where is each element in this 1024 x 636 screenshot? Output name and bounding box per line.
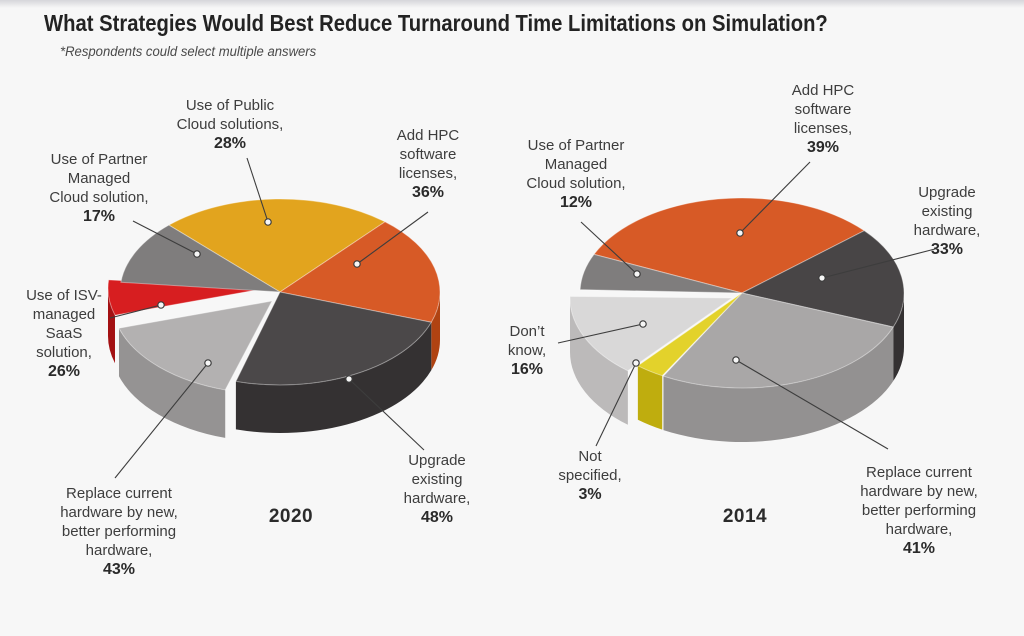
callout-dot-2020-isv-saas — [157, 301, 165, 309]
callout-dot-2014-replace-hardware — [732, 356, 740, 364]
callout-line-2020-partner-cloud — [132, 220, 198, 255]
pie-2014-slice-add-hpc — [593, 197, 866, 294]
callout-dot-2020-add-hpc — [353, 260, 361, 268]
pie-2020-slice-upgrade-hardware — [235, 291, 433, 386]
callout-line-2020-isv-saas — [109, 304, 162, 319]
pie-2014-rim-dont-know — [570, 298, 628, 425]
pie-2020-rim-add-hpc — [431, 292, 440, 371]
callout-dot-2014-partner-cloud — [633, 270, 641, 278]
pie-2020-slice-replace-hardware — [118, 300, 273, 391]
callout-line-2014-dont-know — [557, 323, 644, 344]
callout-line-2014-partner-cloud — [580, 221, 638, 275]
pie-2020-slice-public-cloud — [167, 198, 386, 293]
pie-2014-rim-not-specified — [637, 365, 663, 430]
pie-2014-slice-replace-hardware — [662, 292, 895, 389]
pie-2020-slice-add-hpc — [278, 221, 441, 323]
callout-line-2014-replace-hardware — [735, 359, 889, 450]
callout-dot-2014-upgrade-hardware — [818, 274, 826, 282]
pie-2014-rim-upgrade-hardware — [893, 293, 904, 382]
callout-dot-2020-partner-cloud — [193, 250, 201, 258]
pie-2014-slice-partner-cloud — [579, 253, 743, 294]
page-title: What Strategies Would Best Reduce Turnar… — [44, 10, 828, 36]
callout-line-2014-add-hpc — [739, 161, 811, 234]
callout-line-2014-upgrade-hardware — [821, 248, 936, 279]
callout-dot-2014-dont-know — [639, 320, 647, 328]
callout-dot-2020-public-cloud — [264, 218, 272, 226]
pie-2020-rim-isv-saas — [108, 288, 115, 364]
callout-line-2020-public-cloud — [246, 157, 269, 223]
callout-dot-2020-upgrade-hardware — [345, 375, 353, 383]
page-subtitle: *Respondents could select multiple answe… — [60, 44, 317, 59]
callout-line-2020-replace-hardware — [114, 362, 209, 479]
callout-line-2020-upgrade-hardware — [348, 378, 425, 451]
pie-2020-rim-upgrade-hardware — [235, 322, 432, 433]
callout-dot-2014-add-hpc — [736, 229, 744, 237]
pie-2020-slice-partner-cloud — [120, 224, 281, 293]
pie-2020-rim-replace-hardware — [118, 328, 226, 438]
callout-line-2014-not-specified — [595, 362, 637, 447]
pie-2014-rim-replace-hardware — [663, 327, 894, 442]
callout-dot-2020-replace-hardware — [204, 359, 212, 367]
top-edge-shading — [0, 0, 1024, 8]
callout-dot-2014-not-specified — [632, 359, 640, 367]
callout-line-2020-add-hpc — [356, 211, 429, 265]
